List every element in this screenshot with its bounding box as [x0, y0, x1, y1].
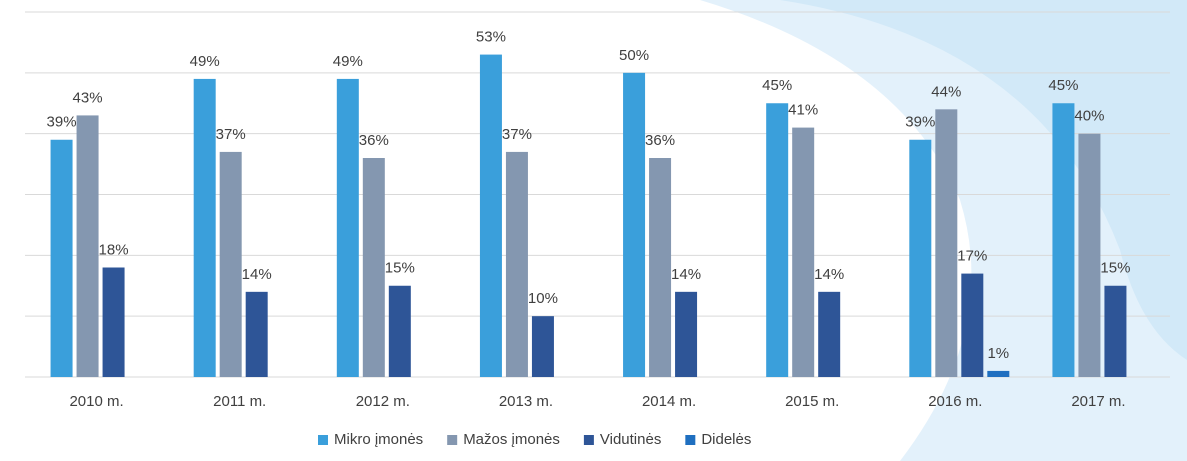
- data-label: 36%: [645, 132, 675, 149]
- data-label: 50%: [619, 47, 649, 64]
- bar: [1052, 103, 1075, 377]
- data-label: 15%: [385, 260, 415, 277]
- bar: [479, 54, 502, 377]
- bar: [818, 291, 841, 377]
- legend-label: Mikro įmonės: [334, 431, 423, 448]
- bar: [193, 78, 216, 378]
- x-tick-label: 2015 m.: [785, 393, 839, 410]
- data-label: 40%: [1074, 108, 1104, 125]
- bar: [336, 78, 359, 378]
- data-label: 14%: [671, 266, 701, 283]
- data-label: 49%: [333, 53, 363, 70]
- data-label: 15%: [1100, 260, 1130, 277]
- data-label: 10%: [528, 290, 558, 307]
- background-swoosh: [780, 0, 1187, 360]
- data-label: 39%: [905, 114, 935, 131]
- data-label: 36%: [359, 132, 389, 149]
- data-label: 18%: [99, 241, 129, 258]
- data-label: 49%: [190, 53, 220, 70]
- bar: [388, 285, 411, 377]
- x-tick-label: 2012 m.: [356, 393, 410, 410]
- x-tick-label: 2014 m.: [642, 393, 696, 410]
- data-label: 14%: [814, 266, 844, 283]
- data-label: 53%: [476, 29, 506, 46]
- bar: [623, 72, 646, 377]
- x-tick-label: 2016 m.: [928, 393, 982, 410]
- data-label: 17%: [957, 248, 987, 265]
- bar: [50, 139, 73, 377]
- x-tick-label: 2017 m.: [1071, 393, 1125, 410]
- bar: [935, 109, 958, 377]
- x-tick-label: 2010 m.: [69, 393, 123, 410]
- data-label: 1%: [987, 345, 1009, 362]
- bar: [362, 158, 385, 377]
- bar: [505, 151, 528, 377]
- bar: [102, 267, 125, 377]
- data-label: 37%: [502, 126, 532, 143]
- legend-label: Vidutinės: [600, 431, 661, 448]
- x-tick-label: 2013 m.: [499, 393, 553, 410]
- data-label: 37%: [216, 126, 246, 143]
- data-label: 45%: [762, 77, 792, 94]
- bar: [987, 370, 1010, 377]
- bar: [766, 103, 789, 377]
- bar: [675, 291, 698, 377]
- x-tick-label: 2011 m.: [213, 393, 266, 410]
- legend-swatch: [447, 435, 458, 445]
- bar: [792, 127, 815, 377]
- bar: [219, 151, 242, 377]
- bar: [76, 115, 99, 378]
- legend-label: Didelės: [701, 431, 751, 448]
- bar: [1078, 133, 1101, 377]
- legend-label: Mažos įmonės: [463, 431, 560, 448]
- data-label: 14%: [242, 266, 272, 283]
- data-label: 45%: [1048, 77, 1078, 94]
- bar: [531, 316, 554, 377]
- data-label: 44%: [931, 83, 961, 100]
- data-label: 41%: [788, 102, 818, 119]
- bar: [649, 158, 672, 377]
- legend-swatch: [318, 435, 328, 445]
- legend-swatch: [583, 435, 594, 445]
- bar: [1104, 285, 1127, 377]
- legend-swatch: [685, 435, 696, 445]
- bar: [961, 273, 984, 377]
- data-label: 39%: [47, 114, 77, 131]
- bar: [245, 291, 268, 377]
- data-label: 43%: [73, 89, 103, 106]
- bar: [909, 139, 932, 377]
